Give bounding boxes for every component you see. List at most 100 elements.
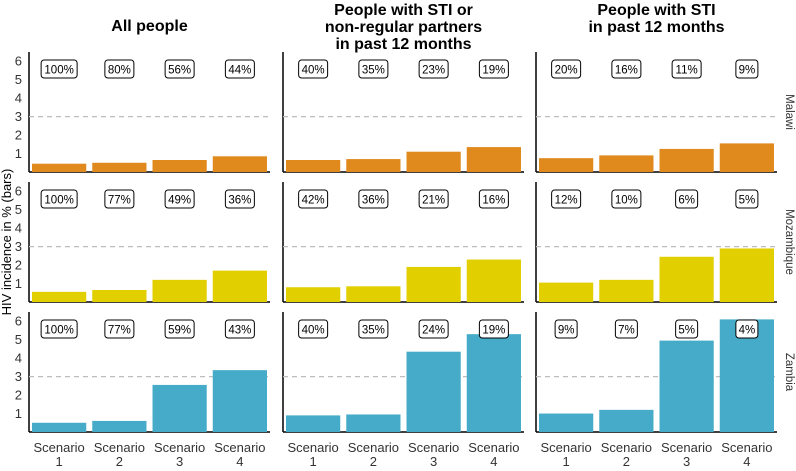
data-label: 19%	[482, 325, 505, 337]
bar-malawi-col1-scenario3	[152, 160, 207, 172]
data-label-box	[104, 59, 135, 79]
y-tick-label: 6	[15, 314, 22, 329]
data-label-box	[164, 59, 195, 79]
data-label-box	[611, 59, 642, 79]
x-tick-label: Scenario 4	[468, 440, 519, 469]
data-label-box	[675, 189, 699, 209]
data-label: 80%	[108, 65, 131, 77]
data-label-box	[40, 59, 78, 79]
bar-mozambique-col3-scenario4	[719, 248, 774, 302]
y-tick-label: 1	[15, 276, 22, 291]
data-label: 16%	[482, 195, 505, 207]
bar-malawi-col3-scenario2	[599, 155, 654, 172]
data-label: 12%	[555, 195, 578, 207]
data-label: 40%	[302, 325, 325, 337]
data-label-box	[554, 319, 578, 339]
y-tick-label: 2	[15, 388, 22, 403]
data-label: 20%	[555, 65, 578, 77]
data-label-box	[735, 189, 759, 209]
data-label-box	[298, 319, 329, 339]
data-label: 6%	[678, 195, 695, 207]
data-label-box	[104, 189, 135, 209]
data-label: 21%	[422, 195, 445, 207]
data-label: 4%	[739, 325, 756, 337]
data-label: 44%	[228, 65, 251, 77]
y-tick-label: 3	[15, 109, 22, 124]
data-label: 100%	[44, 65, 73, 77]
data-label-box	[478, 319, 509, 339]
x-tick-label: Scenario 3	[661, 440, 712, 469]
bar-zambia-col2-scenario4	[466, 334, 521, 432]
data-label-box	[675, 319, 699, 339]
data-label: 10%	[615, 195, 638, 207]
data-label-box	[478, 59, 509, 79]
data-label: 19%	[482, 65, 505, 77]
data-label: 40%	[302, 65, 325, 77]
bar-malawi-col1-scenario4	[212, 156, 267, 172]
data-label-box	[418, 189, 449, 209]
x-tick-label: Scenario 4	[721, 440, 772, 469]
data-label: 9%	[558, 325, 575, 337]
data-label-box	[735, 59, 759, 79]
data-label: 100%	[44, 195, 73, 207]
bar-mozambique-col1-scenario1	[32, 291, 87, 302]
y-tick-label: 4	[15, 221, 22, 236]
bar-mozambique-col1-scenario4	[212, 270, 267, 302]
data-label-box	[298, 189, 329, 209]
data-label: 11%	[676, 65, 698, 77]
bar-malawi-col3-scenario1	[539, 158, 594, 172]
column-title-1: All people	[111, 18, 188, 35]
bar-zambia-col3-scenario1	[539, 413, 594, 432]
bar-mozambique-col2-scenario2	[346, 286, 401, 302]
data-label-box	[551, 189, 582, 209]
row-strip-label-zambia: Zambia	[783, 353, 795, 392]
y-tick-label: 3	[15, 369, 22, 384]
data-label: 7%	[618, 325, 635, 337]
y-tick-label: 4	[15, 91, 22, 106]
bar-mozambique-col3-scenario1	[539, 282, 594, 302]
data-label-box	[551, 59, 582, 79]
data-label: 36%	[228, 195, 251, 207]
data-label-box	[478, 189, 509, 209]
data-label-box	[611, 189, 642, 209]
data-label: 100%	[44, 325, 73, 337]
bar-malawi-col2-scenario2	[346, 159, 401, 172]
y-tick-label: 6	[15, 54, 22, 69]
data-label: 77%	[108, 195, 131, 207]
bar-mozambique-col2-scenario1	[286, 287, 341, 302]
data-label-box	[224, 319, 255, 339]
data-label: 49%	[168, 195, 191, 207]
x-tick-label: Scenario 3	[408, 440, 459, 469]
y-tick-label: 5	[15, 72, 22, 87]
bar-malawi-col2-scenario3	[406, 151, 461, 172]
column-title-2: People with STI or non-regular partners in…	[325, 2, 482, 53]
bar-mozambique-col2-scenario3	[406, 266, 461, 302]
bar-zambia-col1-scenario4	[212, 370, 267, 432]
data-label-box	[418, 319, 449, 339]
bar-zambia-col2-scenario3	[406, 351, 461, 432]
data-label-box	[224, 59, 255, 79]
bar-malawi-col1-scenario1	[32, 163, 87, 172]
bar-zambia-col1-scenario3	[152, 384, 207, 432]
data-label-box	[614, 319, 638, 339]
data-label: 59%	[168, 325, 191, 337]
x-tick-label: Scenario 2	[601, 440, 652, 469]
data-label: 9%	[739, 65, 756, 77]
bar-zambia-col3-scenario2	[599, 409, 654, 432]
x-tick-label: Scenario 2	[348, 440, 399, 469]
data-label-box	[418, 59, 449, 79]
x-tick-label: Scenario 1	[540, 440, 591, 469]
bar-mozambique-col1-scenario2	[92, 290, 147, 302]
data-label: 35%	[362, 325, 385, 337]
data-label-box	[735, 319, 759, 339]
y-tick-label: 5	[15, 202, 22, 217]
x-tick-label: Scenario 2	[94, 440, 145, 469]
y-tick-label: 4	[15, 351, 22, 366]
bar-malawi-col3-scenario4	[719, 143, 774, 172]
data-label: 36%	[362, 195, 385, 207]
y-tick-label: 2	[15, 258, 22, 273]
bar-mozambique-col3-scenario2	[599, 279, 654, 302]
column-title-3: People with STI in past 12 months	[588, 2, 724, 36]
bar-mozambique-col2-scenario4	[466, 259, 521, 302]
data-label-box	[358, 189, 389, 209]
